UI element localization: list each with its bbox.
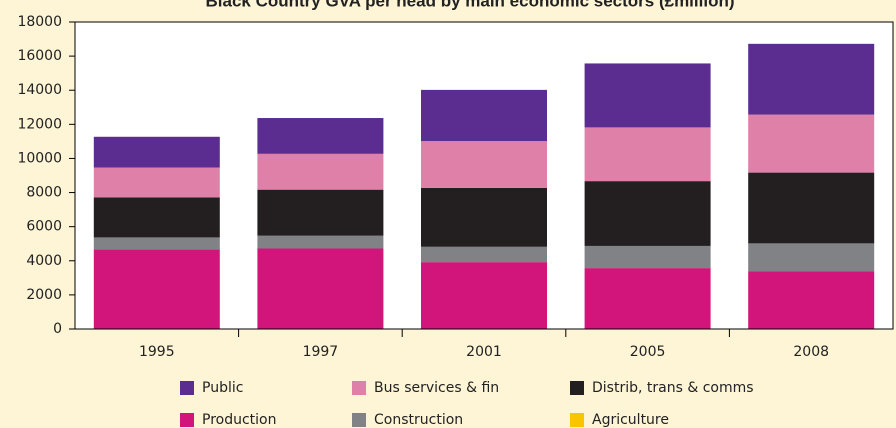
bar-segment	[257, 153, 384, 190]
legend-swatch	[570, 413, 584, 427]
bar-segment	[584, 268, 711, 329]
bar-segment	[748, 114, 875, 173]
bar-segment	[421, 187, 547, 247]
bar-segment	[421, 246, 547, 263]
y-tick-label: 16000	[17, 48, 62, 64]
x-tick-label: 2005	[630, 344, 666, 360]
x-tick-label: 2008	[793, 344, 829, 360]
bar-segment	[421, 89, 547, 142]
bar-segment	[748, 172, 875, 244]
legend-label: Public	[202, 380, 243, 396]
bar-segment	[257, 118, 384, 154]
y-tick-label: 2000	[26, 287, 62, 303]
legend-swatch	[352, 413, 366, 427]
bar-segment	[748, 243, 875, 272]
bar-segment	[584, 245, 711, 269]
x-tick-label: 1995	[139, 344, 175, 360]
bar-segment	[584, 127, 711, 182]
legend-label: Construction	[374, 412, 463, 428]
y-tick-label: 8000	[26, 185, 62, 201]
bar-segment	[421, 141, 547, 188]
legend-label: Agriculture	[592, 412, 669, 428]
bar-segment	[93, 197, 220, 238]
y-tick-label: 0	[53, 321, 62, 337]
legend-label: Production	[202, 412, 276, 428]
y-tick-label: 4000	[26, 253, 62, 269]
y-tick-label: 12000	[17, 116, 62, 132]
y-tick-label: 18000	[17, 14, 62, 30]
y-tick-label: 10000	[17, 150, 62, 166]
legend-swatch	[570, 381, 584, 395]
x-tick-label: 2001	[466, 344, 502, 360]
plot-border	[74, 21, 894, 330]
legend-swatch	[180, 413, 194, 427]
bar-segment	[93, 136, 220, 168]
legend-label: Bus services & fin	[374, 380, 499, 396]
bar-segment	[93, 167, 220, 198]
bar-segment	[584, 63, 711, 128]
bar-segment	[257, 189, 384, 236]
bar-segment	[748, 271, 875, 329]
legend-swatch	[180, 381, 194, 395]
y-tick-label: 14000	[17, 82, 62, 98]
bar-segment	[93, 237, 220, 250]
y-tick-label: 6000	[26, 219, 62, 235]
bar-segment	[257, 248, 384, 329]
bar-segment	[584, 181, 711, 246]
bar-segment	[93, 249, 220, 329]
x-tick-label: 1997	[303, 344, 339, 360]
chart-title: Black Country GVA per head by main econo…	[205, 0, 734, 10]
bar-segment	[748, 43, 875, 115]
legend-label: Distrib, trans & comms	[592, 380, 754, 396]
bar-segment	[257, 235, 384, 249]
legend-swatch	[352, 381, 366, 395]
bar-segment	[421, 262, 547, 329]
